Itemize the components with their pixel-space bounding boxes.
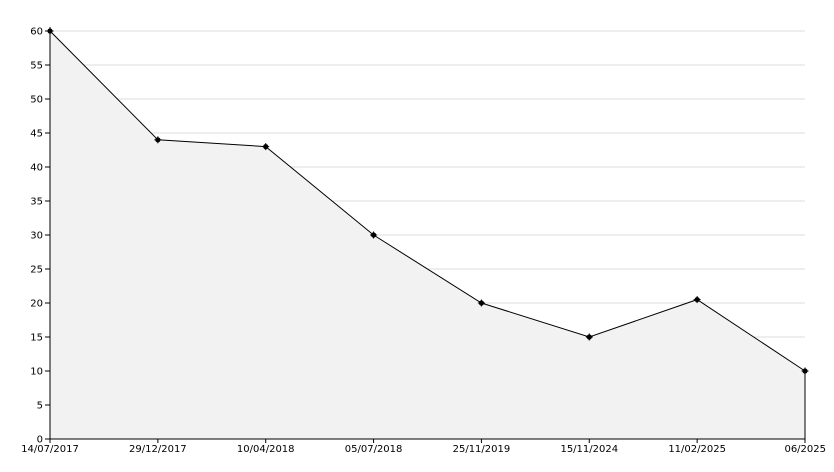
x-tick-label: 15/11/2024	[560, 444, 618, 455]
y-tick-label: 50	[30, 95, 43, 106]
y-tick-label: 25	[30, 265, 43, 276]
x-tick-label: 25/11/2019	[453, 444, 511, 455]
y-tick-label: 5	[37, 401, 43, 412]
y-tick-label: 45	[30, 129, 43, 140]
area-fill-layer	[50, 31, 805, 439]
x-axis-ticks: 14/07/2017 29/12/2017 10/04/2018 05/07/2018…	[21, 439, 826, 455]
y-tick-label: 10	[30, 367, 43, 378]
axes	[49, 27, 805, 440]
y-tick-label: 15	[30, 333, 43, 344]
y-tick-label: 35	[30, 197, 43, 208]
y-tick-label: 20	[30, 299, 43, 310]
y-tick-label: 55	[30, 61, 43, 72]
y-tick-label: 0	[37, 435, 43, 446]
x-tick-label: 05/07/2018	[345, 444, 403, 455]
x-tick-label: 06/2025	[784, 444, 826, 455]
y-tick-label: 40	[30, 163, 43, 174]
series-area	[50, 31, 805, 439]
x-tick-label: 10/04/2018	[237, 444, 295, 455]
x-tick-label: 14/07/2017	[21, 444, 79, 455]
series-line-layer	[49, 30, 806, 439]
data-markers	[46, 27, 809, 375]
y-axis-ticks: 0 5 10 15 20 25 30 35 40 45 50 55 60	[30, 27, 50, 446]
y-tick-label: 60	[30, 27, 43, 38]
series-line	[49, 30, 806, 372]
y-tick-label: 30	[30, 231, 43, 242]
x-tick-label: 11/02/2025	[668, 444, 726, 455]
x-tick-label: 29/12/2017	[129, 444, 187, 455]
